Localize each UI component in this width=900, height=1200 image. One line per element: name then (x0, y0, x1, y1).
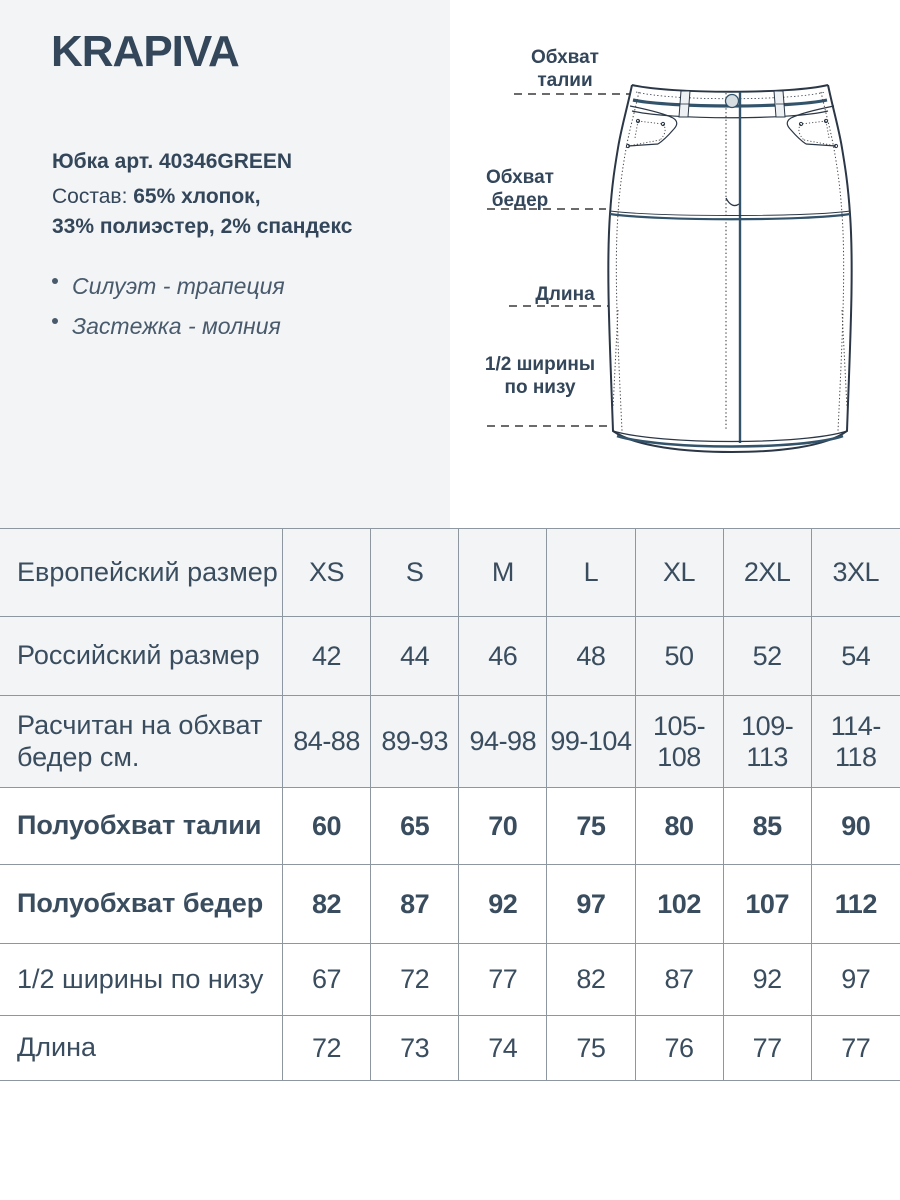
svg-text:Длина: Длина (535, 284, 595, 305)
svg-text:бедер: бедер (492, 190, 549, 211)
svg-text:Обхват: Обхват (486, 167, 554, 188)
svg-text:1/2 ширины: 1/2 ширины (485, 354, 595, 375)
svg-text:по низу: по низу (504, 377, 575, 398)
svg-text:Обхват: Обхват (531, 47, 599, 68)
svg-text:талии: талии (537, 70, 592, 91)
